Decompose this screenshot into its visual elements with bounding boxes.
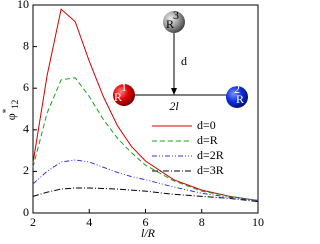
arrow-head: [171, 88, 177, 95]
series-line: [32, 187, 259, 203]
sphere-number: 2: [234, 82, 240, 96]
x-axis-label: l/R: [141, 226, 156, 240]
sphere-radius: R: [114, 90, 122, 104]
x-tick-label: 4: [86, 215, 92, 229]
x-tick-label: 8: [199, 215, 205, 229]
distance-label: 2l: [169, 99, 179, 113]
y-tick-label: 4: [23, 122, 29, 136]
chart: l/R φ*12 1 R 2 R 3 R d 2l 2 4 6 8 100246810d…: [1, 0, 264, 240]
series-line: [32, 159, 259, 202]
y-axis-label: φ*12: [1, 100, 20, 120]
sphere: [163, 11, 185, 33]
x-tick-label: 6: [143, 215, 149, 229]
y-tick-label: 0: [23, 205, 29, 219]
sphere-number: 1: [121, 80, 127, 94]
plot-frame: [32, 4, 259, 214]
x-tick-label: 2: [30, 215, 36, 229]
y-tick-label: 6: [23, 80, 29, 94]
x-tick-label: 10: [252, 215, 264, 229]
legend-label: d=0: [197, 118, 216, 132]
sphere-number: 3: [173, 8, 179, 22]
legend-label: d=R: [197, 133, 218, 147]
y-tick-label: 10: [17, 0, 29, 11]
y-label-base: φ: [4, 113, 18, 120]
legend-label: d=2R: [197, 148, 224, 162]
sphere: [226, 86, 248, 108]
y-label-sup: *: [1, 108, 11, 113]
sphere: [113, 84, 135, 106]
y-tick-label: 8: [23, 38, 29, 52]
sphere-radius: R: [166, 17, 174, 31]
inset-diagram: 1 R 2 R 3 R d 2l: [113, 8, 248, 113]
legend-label: d=3R: [197, 163, 224, 177]
series-line: [32, 77, 259, 202]
series-line: [32, 8, 259, 202]
y-tick-label: 2: [23, 163, 29, 177]
offset-label: d: [181, 54, 187, 68]
sphere-radius: R: [236, 92, 244, 106]
y-label-sub: 12: [10, 100, 20, 109]
